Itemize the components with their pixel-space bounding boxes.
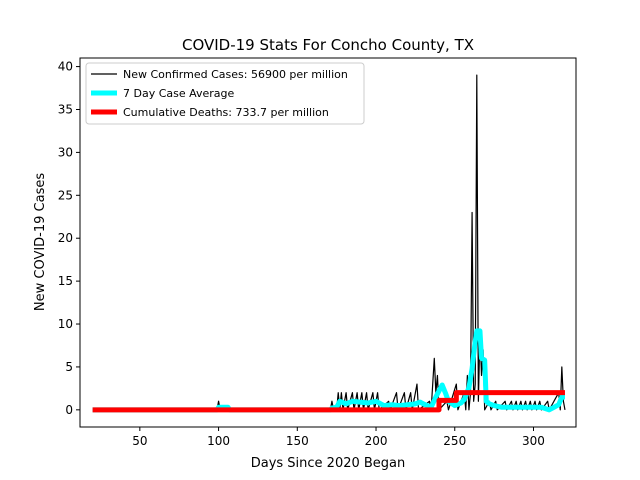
- plot-lines: [92, 74, 566, 413]
- chart-title: COVID-19 Stats For Concho County, TX: [182, 36, 474, 54]
- legend-box: [85, 62, 365, 125]
- y-tick-label: 40: [58, 60, 73, 74]
- x-axis-ticks: 50 100 150 200 250 300: [132, 427, 545, 448]
- x-tick-label: 50: [132, 434, 147, 448]
- y-tick-label: 0: [65, 403, 73, 417]
- x-tick-label: 150: [286, 434, 309, 448]
- plot-frame: [79, 57, 577, 428]
- y-tick-label: 15: [58, 274, 73, 288]
- y-tick-label: 30: [58, 145, 73, 159]
- x-tick-label: 100: [207, 434, 230, 448]
- x-axis-label: Days Since 2020 Began: [251, 456, 406, 471]
- series-line-deaths: [92, 390, 565, 413]
- legend-label-average: 7 Day Case Average: [123, 87, 235, 100]
- y-tick-label: 25: [58, 188, 73, 202]
- y-axis-label: New COVID-19 Cases: [33, 173, 48, 311]
- legend-label-deaths: Cumulative Deaths: 733.7 per million: [123, 106, 329, 119]
- y-tick-label: 35: [58, 102, 73, 116]
- x-tick-label: 250: [443, 434, 466, 448]
- x-tick-label: 200: [365, 434, 388, 448]
- series-line-cases: [92, 74, 566, 411]
- legend-label-cases: New Confirmed Cases: 56900 per million: [123, 68, 348, 81]
- y-axis-ticks: 0 5 10 15 20 25 30 35 40: [58, 60, 80, 417]
- y-tick-label: 5: [65, 360, 73, 374]
- y-tick-label: 20: [58, 231, 73, 245]
- series-line-average: [92, 328, 565, 413]
- x-tick-label: 300: [522, 434, 545, 448]
- y-tick-label: 10: [58, 317, 73, 331]
- legend: New Confirmed Cases: 56900 per million 7 …: [85, 62, 365, 125]
